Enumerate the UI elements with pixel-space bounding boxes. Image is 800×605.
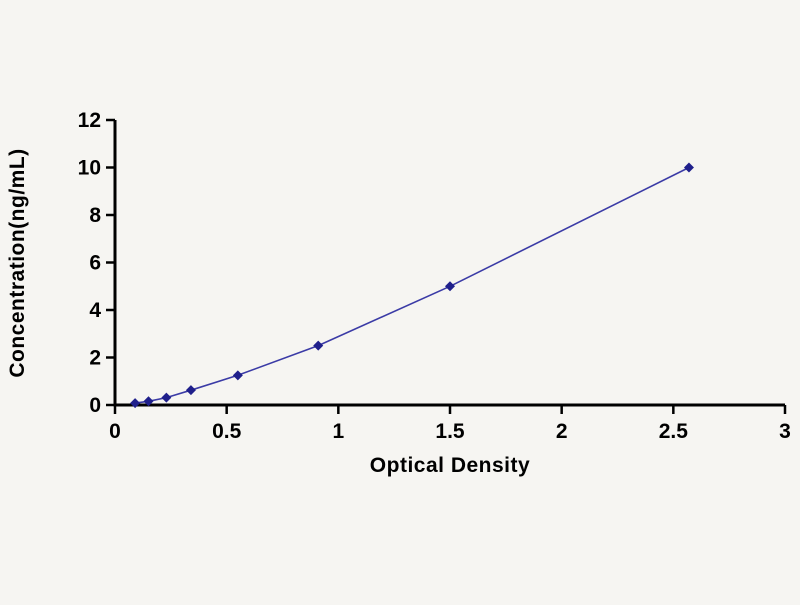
x-tick-label: 2.5 <box>659 420 689 443</box>
x-tick-label: 2 <box>556 420 568 443</box>
y-tick-label: 12 <box>78 109 101 132</box>
data-point-marker <box>130 398 141 409</box>
series-markers <box>130 162 694 409</box>
x-tick-labels: 0 0.5 1 1.5 2 2.5 3 <box>109 420 791 443</box>
x-ticks <box>113 405 787 414</box>
data-point-marker <box>143 396 154 407</box>
data-point-marker <box>161 392 172 403</box>
y-tick-label: 6 <box>89 252 101 275</box>
data-point-marker <box>683 162 694 173</box>
data-point-marker <box>445 281 455 292</box>
x-tick-label: 0 <box>109 420 121 443</box>
x-tick-label: 3 <box>779 420 791 443</box>
axes <box>113 120 785 407</box>
y-tick-label: 8 <box>89 204 101 227</box>
data-point-marker <box>185 385 196 396</box>
y-tick-label: 0 <box>89 394 101 417</box>
y-axis-title: Concentration(ng/mL) <box>6 148 29 377</box>
x-axis-title: Optical Density <box>370 454 530 477</box>
data-point-marker <box>313 340 324 351</box>
x-tick-label: 1 <box>332 420 344 443</box>
y-ticks <box>106 118 115 407</box>
y-tick-label: 4 <box>89 299 101 322</box>
y-tick-label: 10 <box>78 157 101 180</box>
x-tick-label: 0.5 <box>212 420 242 443</box>
y-tick-label: 2 <box>89 347 101 370</box>
series-line <box>134 166 690 404</box>
x-tick-label: 1.5 <box>435 420 465 443</box>
y-tick-labels: 0 2 4 6 8 10 12 <box>78 109 102 417</box>
series-path <box>134 166 690 404</box>
data-point-marker <box>232 370 243 381</box>
